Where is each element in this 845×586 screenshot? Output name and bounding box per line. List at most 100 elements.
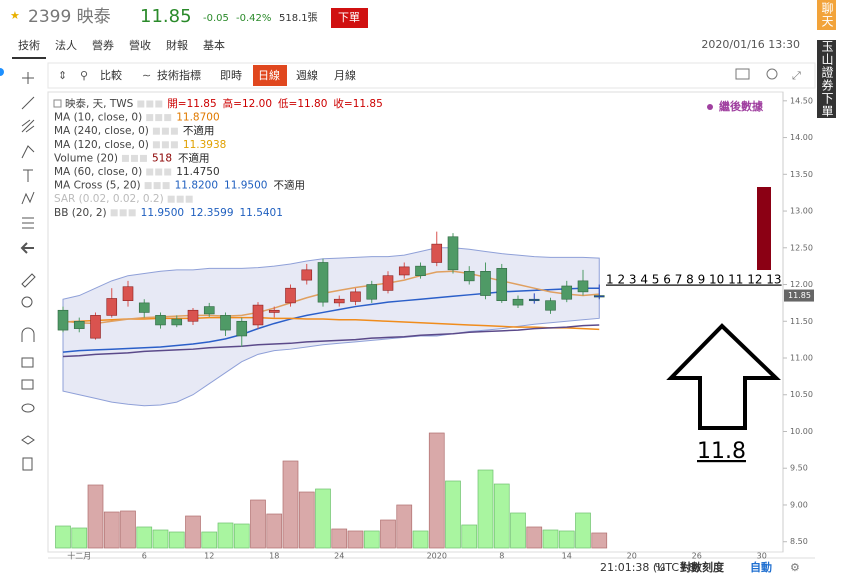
legend-control[interactable] <box>144 182 152 190</box>
candle-body <box>57 309 69 331</box>
candle-body <box>593 295 605 298</box>
tab[interactable]: 營券 <box>92 38 114 52</box>
y-tick-label: 8.50 <box>790 537 808 546</box>
footer-settings[interactable]: ⚙ <box>790 561 800 574</box>
tool-zoom[interactable] <box>21 296 33 308</box>
y-tick-label: 13.00 <box>790 207 813 216</box>
tool-pattern[interactable] <box>21 191 35 205</box>
compare-icon[interactable]: ⚲ <box>80 69 88 82</box>
tool-trash[interactable] <box>22 457 33 471</box>
tool-fib[interactable] <box>21 119 35 133</box>
chat-button[interactable]: 聊天室 <box>803 0 836 30</box>
percent[interactable]: % <box>655 561 665 574</box>
candle-body <box>73 320 85 329</box>
toolbar-icon[interactable]: ⇕ <box>58 69 67 82</box>
legend-control[interactable] <box>170 127 178 135</box>
legend-control[interactable] <box>162 182 170 190</box>
tool-lock2[interactable] <box>21 379 34 390</box>
candle-body <box>138 302 150 313</box>
legend-label: MA (120, close, 0) <box>54 139 149 151</box>
indicators[interactable]: 技術指標 <box>157 68 201 82</box>
footer: 21:01:38 (UTC+8) % 對數刻度 自動 ⚙ <box>48 557 815 574</box>
star-icon[interactable]: ★ <box>10 9 20 22</box>
legend-control[interactable] <box>161 127 169 135</box>
legend-control[interactable] <box>119 209 127 217</box>
tool-lock[interactable] <box>21 357 34 368</box>
candle-body <box>561 285 573 300</box>
legend-value: 11.9500 <box>224 180 267 192</box>
interval[interactable]: 月線 <box>334 68 356 82</box>
legend-control[interactable] <box>164 168 172 176</box>
legend-control[interactable] <box>139 154 147 162</box>
candle-body <box>333 298 345 304</box>
tool-forecast[interactable] <box>22 217 34 229</box>
legend-control[interactable] <box>155 168 163 176</box>
candle-body <box>317 262 329 303</box>
target-annotation: 11.8 <box>697 439 746 464</box>
legend-control[interactable] <box>146 168 154 176</box>
tool-text[interactable] <box>23 169 33 182</box>
auto-scale[interactable]: 自動 <box>750 560 772 574</box>
legend-control[interactable] <box>152 141 160 149</box>
legend-control[interactable] <box>130 154 138 162</box>
y-tick-label: 9.50 <box>790 464 808 473</box>
legend-control[interactable] <box>146 114 154 122</box>
sequence-annotation: 1 2 3 4 5 6 7 8 9 10 11 12 13 <box>606 273 782 287</box>
legend-control[interactable] <box>152 127 160 135</box>
tab[interactable]: 法人 <box>55 38 77 52</box>
tool-line[interactable] <box>21 96 35 110</box>
indicators-icon[interactable]: ∼ <box>142 69 151 82</box>
tab[interactable]: 財報 <box>166 38 188 52</box>
tool-ruler[interactable] <box>21 273 36 288</box>
compare[interactable]: 比較 <box>100 68 122 82</box>
camera-icon[interactable] <box>735 68 750 80</box>
legend-control[interactable] <box>137 100 145 108</box>
volume-bar <box>445 480 461 549</box>
legend-control[interactable] <box>121 154 129 162</box>
legend-control[interactable] <box>176 195 184 203</box>
legend-control[interactable] <box>155 114 163 122</box>
legend-value: 11.5401 <box>240 207 283 219</box>
indicator-line <box>62 270 600 325</box>
tool-eye[interactable] <box>21 403 35 413</box>
tool-layers[interactable] <box>21 435 35 445</box>
legend-control[interactable] <box>164 114 172 122</box>
legend-control[interactable] <box>128 209 136 217</box>
tab[interactable]: 營收 <box>129 38 151 52</box>
tool-brush[interactable] <box>21 145 35 159</box>
order-button[interactable] <box>331 8 368 28</box>
legend-value: 低=11.80 <box>278 97 327 110</box>
legend-control[interactable] <box>161 141 169 149</box>
legend-control[interactable] <box>153 182 161 190</box>
collapse-icon[interactable] <box>53 99 62 108</box>
tool-magnet[interactable] <box>21 327 35 342</box>
legend-control[interactable] <box>155 100 163 108</box>
legend-value: 11.4750 <box>176 166 219 178</box>
tab[interactable]: 技術 <box>18 39 40 52</box>
candle-body <box>398 266 410 276</box>
tab[interactable]: 基本 <box>203 38 225 52</box>
legend-control[interactable] <box>110 209 118 217</box>
legend-control[interactable] <box>167 195 175 203</box>
legend-label: MA (60, close, 0) <box>54 166 142 178</box>
interval[interactable]: 即時 <box>220 69 242 82</box>
legend-control[interactable] <box>146 100 154 108</box>
broker-order-button[interactable]: 玉山證券下單 <box>817 40 836 118</box>
fullscreen-icon[interactable]: ⤢ <box>792 69 801 82</box>
order-button-label[interactable]: 下單 <box>338 11 360 24</box>
log-scale[interactable]: 對數刻度 <box>680 560 725 574</box>
interval[interactable]: 日線 <box>258 68 280 82</box>
legend-control[interactable] <box>170 141 178 149</box>
x-tick-label: 30 <box>757 552 767 561</box>
indicator-line <box>62 287 600 353</box>
red-block <box>757 187 771 270</box>
settings-icon[interactable] <box>766 68 778 80</box>
volume-bar <box>428 432 445 549</box>
candle-body <box>268 309 280 313</box>
tool-back[interactable] <box>20 242 34 254</box>
legend-value: 11.9500 <box>141 207 184 219</box>
legend-control[interactable] <box>185 195 193 203</box>
legend-value: 11.3938 <box>183 139 226 151</box>
interval[interactable]: 週線 <box>296 68 318 82</box>
y-tick-label: 12.00 <box>790 280 813 289</box>
